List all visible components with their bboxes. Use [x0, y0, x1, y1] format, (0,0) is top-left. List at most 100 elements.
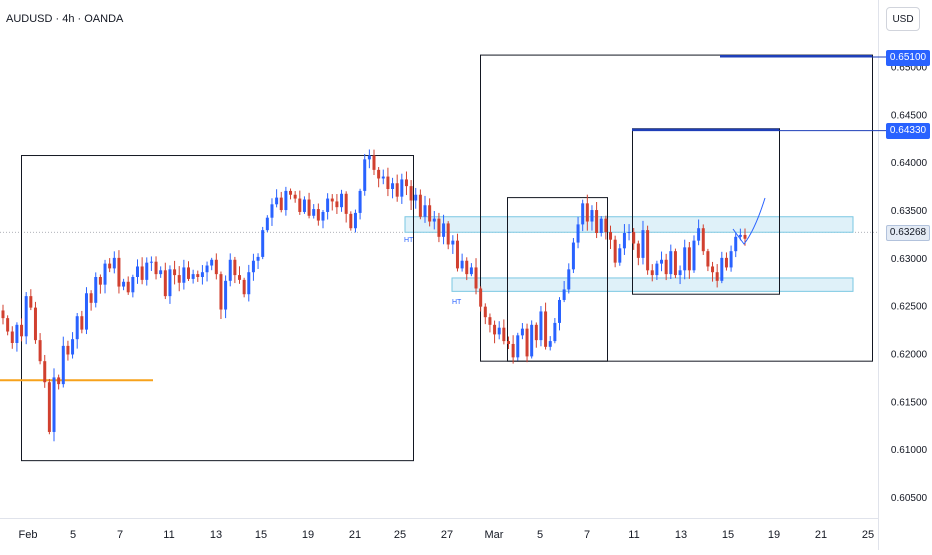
candle-body: [103, 263, 107, 285]
candle-body: [627, 232, 631, 234]
price-axis-label: 0.64500: [891, 110, 928, 121]
candle-body: [590, 210, 594, 222]
price-axis-label: 0.63500: [891, 206, 928, 217]
time-axis-label: 5: [70, 529, 76, 541]
candle-body: [469, 267, 473, 275]
candle-body: [298, 198, 302, 212]
candle-body: [33, 307, 37, 341]
candle-body: [409, 186, 413, 201]
candle-body: [715, 272, 719, 281]
candle-body: [641, 230, 645, 258]
candle-body: [697, 228, 701, 241]
candle-body: [404, 179, 408, 187]
range-box-feb[interactable]: [21, 155, 414, 462]
candle-body: [497, 327, 501, 335]
candle-body: [432, 218, 436, 222]
candle-body: [187, 267, 190, 279]
candle-body: [479, 288, 483, 307]
currency-button[interactable]: USD: [886, 7, 920, 31]
time-axis-label: 5: [537, 529, 543, 541]
candle-body: [724, 257, 728, 268]
candle-body: [567, 269, 571, 290]
candle-body: [43, 361, 47, 383]
candle-body: [386, 176, 390, 189]
time-axis-label: 7: [117, 529, 123, 541]
candle-body: [738, 234, 742, 237]
candle-body: [483, 306, 487, 318]
time-axis-label: 19: [302, 529, 314, 541]
candle-body: [279, 197, 283, 211]
zone-label-lower: HT: [452, 299, 462, 306]
candle-body: [80, 316, 84, 330]
zone-label-upper: HT: [404, 237, 414, 244]
price-axis-label: 0.60500: [891, 493, 928, 504]
candle-body: [66, 345, 70, 355]
candle-body: [238, 275, 242, 280]
candle-body: [270, 204, 274, 218]
candle-body: [701, 228, 705, 252]
price-tag-current: 0.63268: [886, 225, 930, 241]
candle-body: [706, 251, 710, 267]
time-axis-label: 25: [394, 529, 406, 541]
candle-body: [256, 256, 260, 261]
candle-body: [316, 209, 320, 221]
candle-body: [418, 194, 422, 217]
candle-body: [683, 247, 687, 271]
candle-body: [377, 169, 381, 179]
candle-body: [465, 260, 469, 275]
candle-body: [391, 183, 395, 189]
candle-body: [326, 198, 330, 212]
candle-body: [307, 199, 311, 216]
candle-body: [159, 270, 163, 275]
candle-body: [251, 260, 255, 273]
time-axis-label: 25: [862, 529, 874, 541]
candle-body: [646, 230, 650, 271]
candle-body: [94, 277, 98, 303]
candle-body: [200, 272, 204, 277]
candle-body: [506, 341, 510, 344]
candle-body: [353, 212, 357, 229]
candle-body: [228, 259, 232, 281]
candle-body: [38, 340, 42, 362]
candle-body: [117, 257, 121, 287]
candle-body: [265, 217, 269, 231]
candle-body: [330, 198, 334, 202]
candle-body: [539, 311, 543, 341]
candle-body: [84, 293, 88, 330]
candle-body: [511, 343, 515, 358]
time-axis-label: Mar: [485, 529, 504, 541]
candle-body: [711, 266, 715, 273]
candle-body: [548, 341, 552, 347]
candle-body: [720, 257, 724, 281]
range-box-mid-march[interactable]: [632, 128, 780, 295]
candle-body: [650, 270, 654, 276]
candle-body: [335, 201, 339, 208]
price-axis-label: 0.61000: [891, 445, 928, 456]
candle-body: [214, 259, 218, 275]
candle-body: [664, 259, 668, 275]
candle-body: [423, 205, 427, 217]
candle-body: [89, 293, 93, 303]
price-axis-label: 0.63000: [891, 254, 928, 265]
time-axis-label: 19: [768, 529, 780, 541]
candle-body: [61, 345, 65, 385]
candle-body: [340, 193, 344, 208]
time-axis-label: Feb: [19, 529, 38, 541]
candle-body: [6, 318, 10, 332]
candle-body: [669, 251, 673, 275]
candle-body: [98, 277, 102, 285]
candle-body: [205, 265, 209, 273]
candle-body: [108, 263, 112, 269]
candle-body: [358, 190, 362, 213]
candle-body: [57, 377, 61, 385]
candle-body: [233, 259, 237, 276]
time-axis-label: 11: [163, 529, 174, 541]
time-axis-label: 11: [628, 529, 639, 541]
candle-body: [604, 218, 608, 233]
range-box-march-small[interactable]: [507, 197, 608, 362]
candle-body: [743, 234, 747, 239]
candle-body: [149, 261, 153, 263]
range-box-march-large[interactable]: [480, 54, 873, 362]
projection-path[interactable]: [732, 197, 766, 245]
